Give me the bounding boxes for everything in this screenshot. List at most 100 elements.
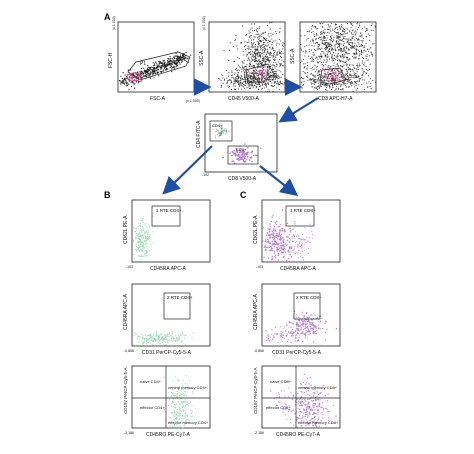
c3-point [324,407,327,409]
cd3-core-point [342,76,344,78]
b1-point [139,255,141,257]
b2-point [170,335,172,337]
cd45-low-point [234,85,236,87]
fsc-point [149,69,151,71]
cd3-point [351,42,353,44]
fsc-point [174,63,176,65]
fsc-point [137,71,139,74]
b3-point [184,391,186,393]
c1b-point [306,240,308,242]
cd3-point [312,31,314,33]
cd45-point [259,34,261,36]
cd3-low-point [318,86,321,88]
fsc-point [165,63,167,66]
cd45-point [251,55,253,57]
cd3-point [331,47,333,49]
b1-point [144,237,146,239]
cd3-point [344,42,346,44]
cd45-low-point [237,74,239,76]
cd45-point [250,31,252,33]
c1b-point [285,230,287,232]
cd45-point [257,27,259,30]
cd3-point [349,31,351,33]
c1-point [289,251,291,253]
c2-point [317,324,320,326]
cd3-point [311,32,313,34]
cd45-point [261,50,263,52]
b3-point [177,392,179,394]
cd3-point [315,41,318,43]
cd45-point [274,50,276,52]
cd45-point [282,46,284,48]
cd3-point [365,57,367,60]
cd3-point [324,31,326,34]
b3-point [184,412,186,414]
c3-point [312,406,315,408]
cd45-point [275,65,277,67]
cd3-low-point [345,86,347,88]
cd3-point [317,62,319,64]
fsc-point [147,70,149,73]
cd3-point [304,52,306,54]
c1b-point [289,253,291,255]
cd45-low-point [243,86,245,88]
cd3-low-point [343,80,346,82]
cd3-low-point [328,84,330,86]
b3-point [184,399,186,401]
cd3-low-point [342,77,344,79]
c3b-point [285,414,287,416]
c3-point [305,400,307,402]
cd45-point [267,69,269,71]
cd3-low-point [314,80,316,82]
b3-point [182,385,184,387]
fsc-point [179,63,181,65]
c3-point [308,383,310,385]
cd3-point [306,30,308,32]
b1-point [137,234,139,236]
c3-point [322,413,324,416]
cd3-point [358,39,360,41]
c2-point [296,324,298,327]
cd45-low-point [279,80,281,82]
cd45-point [278,69,280,72]
cd45-point [245,34,248,36]
fsc-point [124,79,126,81]
cd45-point [272,40,274,42]
c1-point [271,249,274,252]
b3-point [180,426,182,428]
cd3-point [337,53,339,55]
cd45-point [264,48,267,50]
cd45-point [276,53,278,55]
c1-point [272,214,274,217]
cd45-low-point [271,72,273,74]
c2-point [297,328,299,330]
cd8-point [236,151,239,153]
cd45-point [234,72,236,74]
fsc-point [149,67,151,69]
cd3-low-point [312,78,314,80]
c2b-point [294,340,297,342]
cd45-low-point [251,83,253,85]
c2b-point [266,337,268,339]
cd3-low-point [301,87,303,89]
b2-point [161,336,163,338]
cd3-point [344,50,346,52]
gate-label-c1: 1 RTE CD8+ [290,208,316,213]
cd3-point [365,42,367,44]
cd45-low-point [223,79,225,81]
cd45-low-point [226,80,228,82]
cd45-point [249,54,251,56]
b2-point [148,339,150,341]
c3-point [305,390,308,393]
cd3-point [319,47,321,50]
b3-point [188,419,190,421]
quad-label-b3-3: effector memory CD4+ [168,420,209,425]
cd45-point [259,46,261,48]
cd3-core-point [323,70,326,72]
cd3-point [358,76,360,78]
cd3-point [321,25,323,28]
cd45-point [235,67,237,70]
c3b-point [277,404,279,406]
b3-point [178,415,181,417]
ylabel-cd4cd8: CD4 FITC-A [196,120,202,148]
